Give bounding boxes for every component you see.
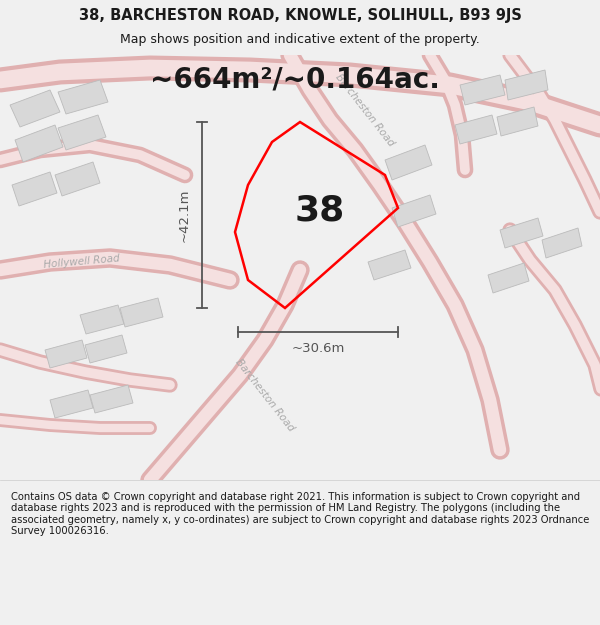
Polygon shape	[80, 305, 124, 334]
Polygon shape	[542, 228, 582, 258]
Polygon shape	[58, 80, 108, 114]
Polygon shape	[15, 125, 63, 162]
Polygon shape	[10, 90, 60, 127]
Polygon shape	[455, 115, 497, 144]
Text: ~664m²/~0.164ac.: ~664m²/~0.164ac.	[150, 66, 440, 94]
Polygon shape	[392, 195, 436, 227]
Polygon shape	[500, 218, 543, 248]
Polygon shape	[45, 340, 87, 368]
Polygon shape	[12, 172, 57, 206]
Polygon shape	[368, 250, 411, 280]
Text: 38, BARCHESTON ROAD, KNOWLE, SOLIHULL, B93 9JS: 38, BARCHESTON ROAD, KNOWLE, SOLIHULL, B…	[79, 8, 521, 23]
Text: Barcheston Road: Barcheston Road	[334, 72, 396, 148]
Polygon shape	[55, 162, 100, 196]
Polygon shape	[50, 390, 93, 418]
Polygon shape	[505, 70, 548, 100]
Polygon shape	[385, 145, 432, 180]
Polygon shape	[58, 115, 106, 150]
Polygon shape	[488, 263, 529, 293]
Text: Map shows position and indicative extent of the property.: Map shows position and indicative extent…	[120, 33, 480, 46]
Text: 38: 38	[295, 193, 345, 227]
Text: ~30.6m: ~30.6m	[292, 341, 344, 354]
Polygon shape	[90, 385, 133, 413]
Polygon shape	[85, 335, 127, 363]
Text: ~42.1m: ~42.1m	[178, 188, 191, 242]
Text: Contains OS data © Crown copyright and database right 2021. This information is : Contains OS data © Crown copyright and d…	[11, 492, 589, 536]
Text: Hollywell Road: Hollywell Road	[43, 254, 121, 271]
Text: Barcheston Road: Barcheston Road	[234, 357, 296, 433]
Polygon shape	[120, 298, 163, 327]
Polygon shape	[460, 75, 505, 105]
Polygon shape	[497, 107, 538, 136]
